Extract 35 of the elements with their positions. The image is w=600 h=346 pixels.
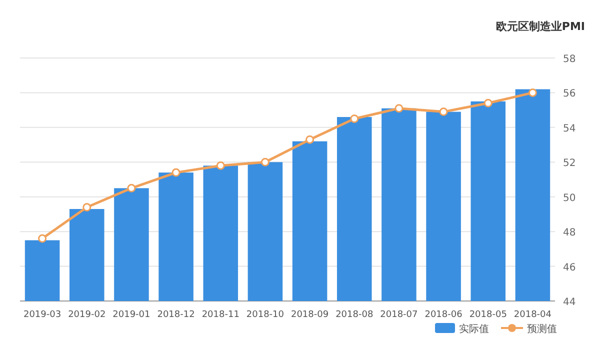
y-tick-label: 48 — [563, 228, 576, 239]
legend-label: 实际值 — [459, 323, 489, 335]
point — [172, 168, 180, 177]
y-tick-label: 44 — [563, 297, 576, 308]
x-tick-label: 2018-10 — [246, 310, 284, 320]
point — [439, 108, 448, 116]
y-tick-label: 50 — [563, 192, 576, 204]
point — [216, 161, 225, 170]
x-tick-label: 2018-08 — [336, 310, 374, 320]
x-tick-label: 2018-05 — [469, 310, 507, 320]
point — [394, 104, 404, 113]
x-tick-label: 2019-01 — [112, 310, 150, 320]
x-tick-label: 2018-04 — [514, 310, 552, 320]
point — [82, 203, 92, 212]
y-tick-label: 58 — [563, 54, 576, 65]
point — [484, 98, 492, 108]
point — [260, 158, 270, 166]
point — [528, 88, 537, 97]
y-tick-label: 52 — [563, 158, 576, 170]
chart-title: 欧元区制造业PMI — [496, 20, 585, 33]
y-tick-label: 56 — [563, 88, 576, 100]
x-tick-label: 2018-06 — [424, 310, 463, 320]
point — [350, 114, 359, 123]
y-tick-label: 54 — [563, 123, 576, 134]
point — [306, 135, 314, 144]
x-tick-label: 2018-12 — [157, 310, 195, 320]
point — [127, 184, 136, 192]
point — [38, 234, 47, 243]
y-tick-label: 46 — [563, 262, 576, 274]
x-tick-label: 2018-09 — [290, 310, 329, 320]
x-tick-label: 2019-02 — [68, 310, 106, 320]
x-tick-label: 2018-07 — [380, 310, 418, 320]
x-tick-label: 2018-11 — [202, 310, 240, 320]
x-tick-label: 2019-03 — [23, 310, 62, 320]
legend-label: 预测值 — [527, 323, 557, 335]
